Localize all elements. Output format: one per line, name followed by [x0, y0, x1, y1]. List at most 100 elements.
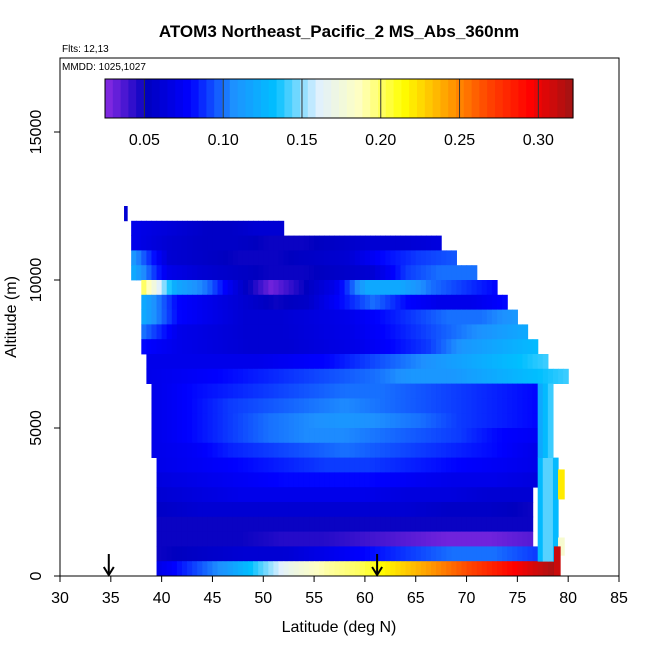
heatmap-cell — [390, 531, 396, 547]
heatmap-cell — [212, 235, 219, 251]
heatmap-cell — [364, 294, 371, 310]
heatmap-cell — [197, 220, 203, 236]
heatmap-cell — [314, 413, 320, 429]
heatmap-cell — [354, 250, 361, 266]
heatmap-cell — [258, 235, 264, 251]
heatmap-cell — [258, 265, 264, 281]
heatmap-cell — [553, 546, 561, 577]
heatmap-cell — [192, 502, 198, 518]
heatmap-cell — [314, 383, 320, 399]
heatmap-cell — [248, 502, 254, 518]
heatmap-cell — [314, 235, 320, 251]
heatmap-cell — [298, 561, 305, 577]
heatmap-cell — [430, 368, 437, 384]
heatmap-cell — [156, 294, 163, 310]
heatmap-cell — [314, 265, 320, 281]
heatmap-cell — [171, 398, 178, 414]
heatmap-cell — [303, 354, 310, 370]
heatmap-cell — [359, 457, 366, 473]
heatmap-cell — [176, 294, 183, 310]
heatmap-cell — [329, 502, 336, 518]
heatmap-cell — [288, 294, 295, 310]
colorbar-segment — [557, 79, 566, 118]
heatmap-cell — [476, 546, 483, 562]
heatmap-cell — [349, 428, 356, 444]
heatmap-cell — [486, 413, 493, 429]
heatmap-cell — [202, 413, 208, 429]
heatmap-cell — [303, 428, 310, 444]
heatmap-cell — [461, 383, 468, 399]
heatmap-cell — [293, 487, 300, 503]
heatmap-cell — [192, 368, 198, 384]
heatmap-cell — [288, 442, 295, 458]
heatmap-cell — [395, 487, 402, 503]
heatmap-cell — [369, 428, 376, 444]
heatmap-cell — [242, 383, 249, 399]
heatmap-cell — [166, 294, 173, 310]
heatmap-cell — [319, 324, 325, 340]
heatmap-cell — [314, 502, 320, 518]
heatmap-cell — [324, 280, 330, 296]
heatmap-cell — [405, 472, 412, 488]
heatmap-cell — [334, 502, 341, 518]
heatmap-cell — [293, 413, 300, 429]
heatmap-cell — [278, 457, 285, 473]
heatmap-cell — [400, 339, 407, 355]
heatmap-cell — [451, 398, 457, 414]
x-tick-label: 55 — [305, 590, 323, 607]
heatmap-cell — [309, 413, 315, 429]
heatmap-cell — [380, 309, 386, 325]
heatmap-cell — [258, 250, 264, 266]
heatmap-cell — [390, 487, 396, 503]
heatmap-cell — [298, 294, 305, 310]
heatmap-cell — [441, 531, 447, 547]
heatmap-cell — [339, 546, 346, 562]
heatmap-cell — [354, 546, 361, 562]
heatmap-cell — [197, 398, 203, 414]
heatmap-cell — [197, 487, 203, 503]
heatmap-cell — [248, 368, 254, 384]
heatmap-cell — [400, 546, 407, 562]
heatmap-cell — [222, 472, 229, 488]
heatmap-cell — [222, 280, 229, 296]
heatmap-cell — [324, 339, 330, 355]
heatmap-cell — [517, 457, 524, 473]
heatmap-cell — [227, 339, 234, 355]
heatmap-cell — [420, 265, 427, 281]
heatmap-cell — [303, 546, 310, 562]
heatmap-cell — [390, 235, 396, 251]
heatmap-cell — [436, 561, 442, 577]
heatmap-cell — [522, 502, 529, 518]
heatmap-cell — [222, 235, 229, 251]
heatmap-cell — [187, 442, 193, 458]
heatmap-cell — [466, 546, 473, 562]
heatmap-cell — [293, 428, 300, 444]
heatmap-cell — [491, 324, 498, 340]
x-tick-label: 50 — [254, 590, 272, 607]
heatmap-cell — [181, 516, 188, 532]
colorbar-segment — [198, 79, 207, 118]
heatmap-cell — [344, 516, 351, 532]
heatmap-cell — [497, 487, 503, 503]
heatmap-cell — [227, 368, 234, 384]
heatmap-cell — [176, 280, 183, 296]
heatmap-cell — [156, 383, 163, 399]
heatmap-cell — [324, 516, 330, 532]
heatmap-cell — [166, 309, 173, 325]
heatmap-cell — [380, 368, 386, 384]
heatmap-cell — [507, 457, 513, 473]
heatmap-cell — [293, 502, 300, 518]
heatmap-cell — [222, 309, 229, 325]
heatmap-cell — [156, 368, 163, 384]
heatmap-cell — [268, 280, 275, 296]
heatmap-cell — [471, 324, 478, 340]
heatmap-cell — [156, 280, 163, 296]
heatmap-cell — [248, 339, 254, 355]
heatmap-cell — [456, 309, 463, 325]
colorbar-segment — [128, 79, 137, 118]
heatmap-cell — [176, 235, 183, 251]
heatmap-cell — [542, 368, 549, 384]
heatmap-cell — [192, 398, 198, 414]
heatmap-cell — [248, 354, 254, 370]
heatmap-cell — [364, 487, 371, 503]
